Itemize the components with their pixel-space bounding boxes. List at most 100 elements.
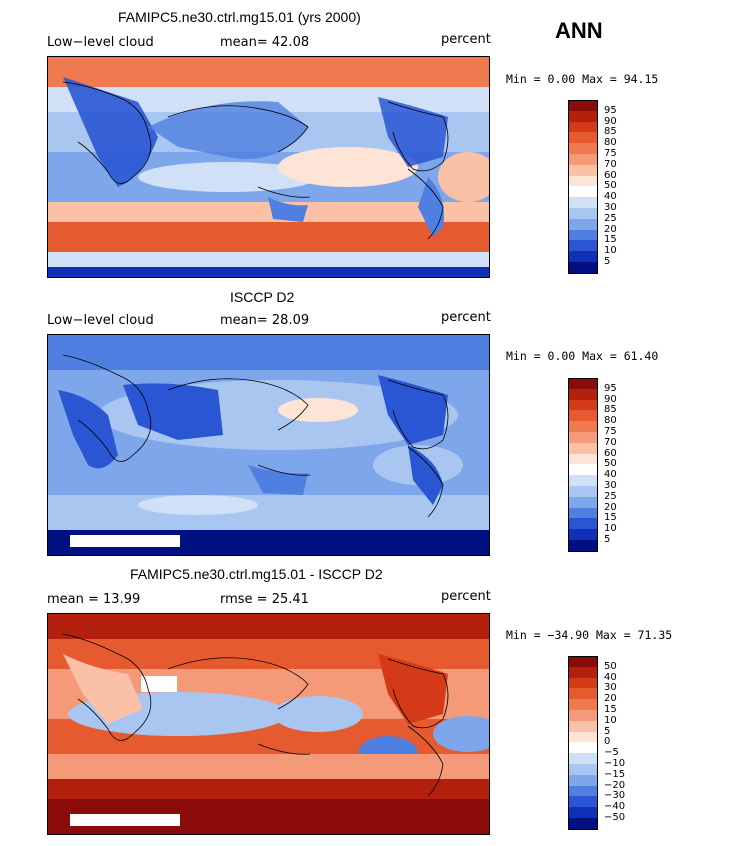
colorbar-swatch [568,410,598,422]
colorbar-swatch [568,378,598,391]
colorbar-swatch [568,100,598,113]
colorbar-swatch [568,186,598,198]
colorbar-label: −30 [604,790,626,802]
panel-1-title: FAMIPC5.ne30.ctrl.mg15.01 (yrs 2000) [118,9,361,25]
colorbar-label: 75 [604,148,617,159]
colorbar-swatch [568,432,598,444]
colorbar-label: 60 [604,447,617,459]
colorbar-swatch [568,796,598,808]
colorbar-swatch [568,656,598,669]
colorbar-swatch [568,699,598,711]
colorbar-label: 50 [604,458,617,470]
panel-2-map-field [48,335,489,555]
colorbar-label: 40 [604,191,617,203]
panel-2-left-label: Low−level cloud [47,313,154,328]
colorbar-label: 40 [604,469,617,481]
colorbar-label: 5 [604,725,611,737]
panel-1-left-label: Low−level cloud [47,35,154,50]
colorbar-label: 10 [604,245,617,257]
colorbar-label: 25 [604,490,617,502]
colorbar-swatch [568,774,598,786]
colorbar-swatch [568,110,598,122]
colorbar-swatch [568,218,598,230]
colorbar-swatch [568,720,598,732]
colorbar-label: 15 [604,512,617,524]
colorbar-label: 50 [604,180,617,192]
colorbar-label: −5 [604,747,619,759]
panel-3-rmse: rmse = 25.41 [220,592,309,607]
colorbar-label: 85 [604,126,617,138]
colorbar-label: 75 [604,426,617,437]
colorbar-swatch [568,208,598,220]
colorbar-label: 15 [604,704,617,715]
panel-3-left-label: mean = 13.99 [47,592,141,607]
colorbar-swatch [568,251,598,263]
panel-2-mean: mean= 28.09 [220,313,310,328]
colorbar-swatch [568,143,598,155]
colorbar-label: −10 [604,758,626,769]
colorbar-swatch [568,807,598,819]
colorbar-label: 95 [604,382,617,394]
colorbar-swatch [568,688,598,700]
panel-1-map-field [48,57,489,277]
colorbar-swatch [568,154,598,166]
colorbar-label: 70 [604,158,617,170]
panel-1-units: percent [441,32,491,47]
colorbar-swatch [568,164,598,176]
colorbar-swatch [568,240,598,252]
colorbar-label: 50 [604,660,617,672]
panel-2-minmax: Min = 0.00 Max = 61.40 [506,349,659,363]
colorbar-swatch [568,507,598,519]
colorbar-swatch [568,453,598,465]
colorbar-swatch [568,486,598,498]
panel-1-minmax: Min = 0.00 Max = 94.15 [506,72,659,86]
colorbar-swatch [568,742,598,754]
colorbar-label: 85 [604,404,617,416]
colorbar-swatch [568,175,598,187]
colorbar-swatch [568,518,598,530]
colorbar-label: 90 [604,393,617,405]
colorbar-swatch [568,753,598,765]
colorbar-label: 15 [604,234,617,246]
colorbar-label: 70 [604,436,617,448]
colorbar-swatch [568,197,598,209]
colorbar-swatch [568,132,598,144]
colorbar-swatch [568,229,598,241]
panel-3-units: percent [441,589,491,604]
colorbar-label: 80 [604,137,617,149]
colorbar-label: 10 [604,523,617,535]
colorbar-swatch [568,399,598,411]
colorbar-swatch [568,475,598,487]
season-label: ANN [555,18,603,43]
colorbar-label: 60 [604,169,617,181]
colorbar-label: 20 [604,223,617,235]
colorbar-label: 90 [604,115,617,127]
colorbar-swatch [568,262,598,275]
colorbar-swatch [568,121,598,133]
colorbar-swatch [568,764,598,776]
colorbar-swatch [568,529,598,541]
panel-2-map [47,334,490,556]
colorbar-swatch [568,388,598,400]
colorbar-label: 95 [604,104,617,116]
panel-2-title: ISCCP D2 [230,289,295,305]
colorbar-label: −40 [604,801,626,813]
colorbar-label: 0 [604,736,611,748]
colorbar-swatch [568,666,598,678]
panel-2-units: percent [441,310,491,325]
panel-3-map-field [48,614,489,834]
colorbar-swatch [568,464,598,476]
colorbar-label: 30 [604,202,617,213]
colorbar-label: −50 [604,812,626,823]
colorbar-label: 5 [604,256,611,267]
panel-3-minmax: Min = −34.90 Max = 71.35 [506,628,673,642]
colorbar-swatch [568,785,598,797]
colorbar-label: 25 [604,212,617,224]
colorbar-label: 20 [604,693,617,705]
colorbar-swatch [568,818,598,831]
panel-1-mean: mean= 42.08 [220,35,310,50]
colorbar-swatch [568,731,598,743]
colorbar-swatch [568,442,598,454]
colorbar-label: 80 [604,415,617,427]
colorbar-label: 30 [604,480,617,491]
